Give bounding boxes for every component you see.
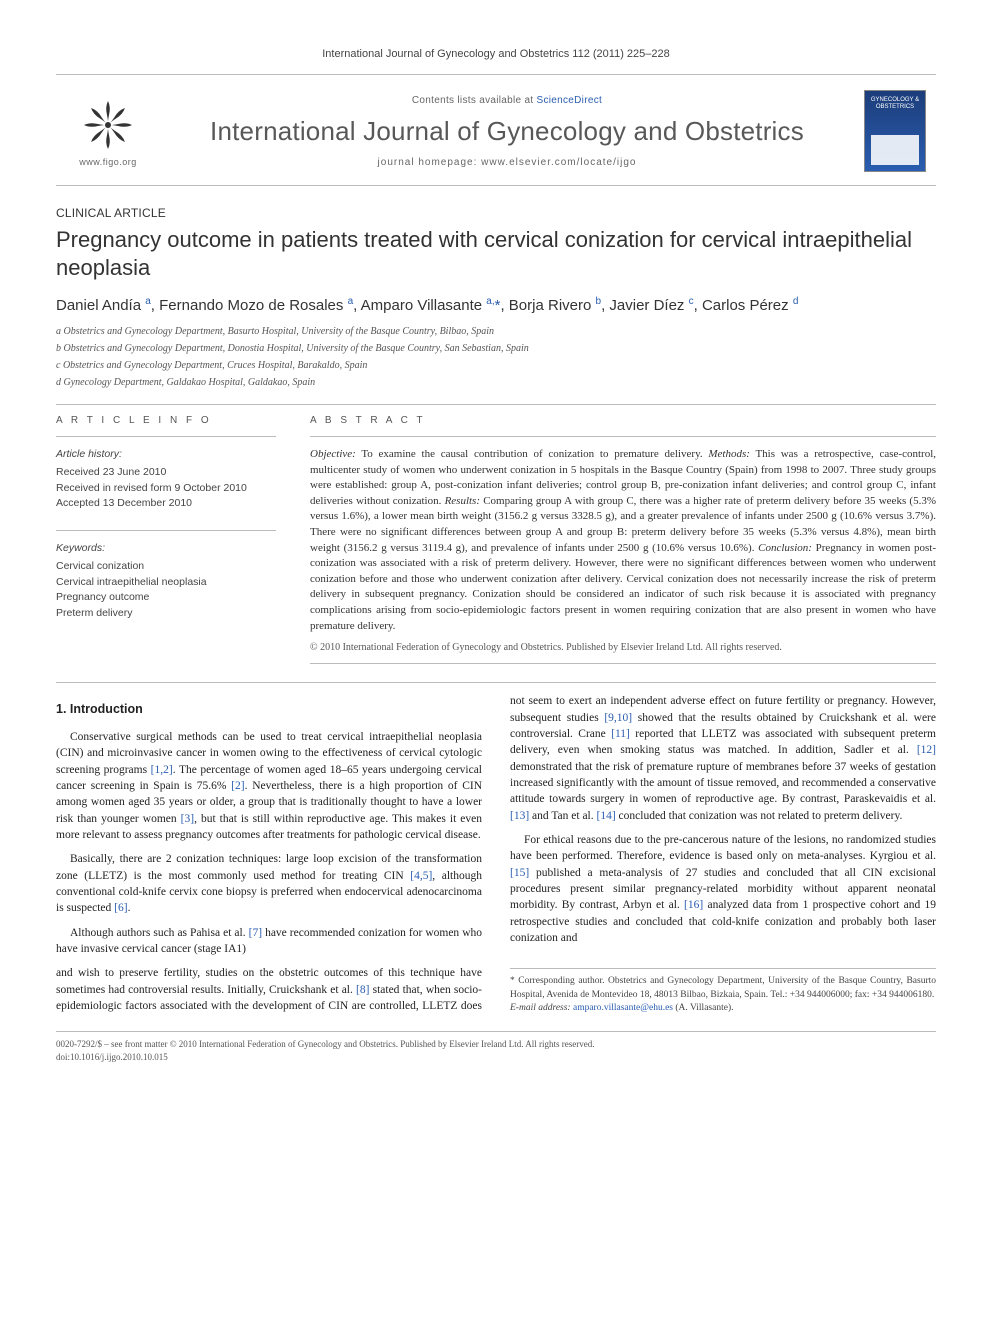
- leaf-icon: [78, 95, 138, 155]
- abs-label: Objective:: [310, 448, 356, 460]
- text: demonstrated that the risk of premature …: [510, 761, 936, 806]
- text: concluded that conization was not relate…: [616, 810, 903, 822]
- abs-text: Pregnancy in women post-conization was a…: [310, 542, 936, 632]
- corresponding-author-footnote: * Corresponding author. Obstetrics and G…: [510, 968, 936, 1015]
- article-info-heading: A R T I C L E I N F O: [56, 415, 276, 426]
- history-line: Received in revised form 9 October 2010: [56, 481, 276, 497]
- affiliation: d Gynecology Department, Galdakao Hospit…: [56, 375, 936, 390]
- history-line: Accepted 13 December 2010: [56, 496, 276, 512]
- abstract-text: Objective: To examine the causal contrib…: [310, 447, 936, 634]
- affiliation: c Obstetrics and Gynecology Department, …: [56, 358, 936, 373]
- citation-link[interactable]: [4,5]: [410, 870, 432, 882]
- text: For ethical reasons due to the pre-cance…: [510, 834, 936, 862]
- abs-label: Methods:: [708, 448, 750, 460]
- article-type: CLINICAL ARTICLE: [56, 206, 936, 220]
- history-line: Received 23 June 2010: [56, 465, 276, 481]
- keywords: Keywords: Cervical conization Cervical i…: [56, 541, 276, 622]
- keyword: Cervical conization: [56, 559, 276, 575]
- citation-link[interactable]: [14]: [597, 810, 616, 822]
- email-label: E-mail address:: [510, 1003, 573, 1013]
- footer-doi: doi:10.1016/j.ijgo.2010.10.015: [56, 1051, 936, 1064]
- keyword: Cervical intraepithelial neoplasia: [56, 575, 276, 591]
- abs-text: To examine the causal contribution of co…: [356, 448, 709, 460]
- body-paragraph: For ethical reasons due to the pre-cance…: [510, 832, 936, 946]
- figo-url[interactable]: www.figo.org: [79, 157, 137, 167]
- rule: [310, 436, 936, 437]
- citation-link[interactable]: [11]: [611, 728, 630, 740]
- body-paragraph: Basically, there are 2 conization techni…: [56, 851, 482, 916]
- abs-label: Results:: [445, 495, 480, 507]
- figo-logo: www.figo.org: [66, 89, 150, 173]
- citation-link[interactable]: [9,10]: [604, 712, 632, 724]
- citation-link[interactable]: [1,2]: [151, 764, 173, 776]
- abstract-heading: A B S T R A C T: [310, 415, 936, 426]
- abstract-copyright: © 2010 International Federation of Gynec…: [310, 642, 936, 653]
- sciencedirect-link[interactable]: ScienceDirect: [536, 95, 602, 106]
- citation-link[interactable]: [6]: [114, 902, 127, 914]
- rule: [56, 682, 936, 683]
- homepage-url[interactable]: www.elsevier.com/locate/ijgo: [481, 157, 636, 168]
- article-title: Pregnancy outcome in patients treated wi…: [56, 226, 936, 281]
- journal-cover-thumb: GYNECOLOGY & OBSTETRICS: [864, 90, 926, 172]
- journal-homepage-line: journal homepage: www.elsevier.com/locat…: [168, 157, 846, 168]
- citation-link[interactable]: [2]: [231, 780, 244, 792]
- article-history: Article history: Received 23 June 2010 R…: [56, 447, 276, 512]
- article-body: 1. Introduction Conservative surgical me…: [56, 693, 936, 1015]
- homepage-prefix: journal homepage:: [378, 157, 482, 168]
- citation-link[interactable]: [7]: [249, 927, 262, 939]
- body-paragraph: Conservative surgical methods can be use…: [56, 729, 482, 843]
- citation-link[interactable]: [13]: [510, 810, 529, 822]
- rule: [56, 436, 276, 437]
- contents-available-line: Contents lists available at ScienceDirec…: [168, 95, 846, 106]
- rule: [56, 404, 936, 405]
- text: and Tan et al.: [529, 810, 596, 822]
- footer: 0020-7292/$ – see front matter © 2010 In…: [56, 1031, 936, 1063]
- keyword: Preterm delivery: [56, 606, 276, 622]
- contents-prefix: Contents lists available at: [412, 95, 537, 106]
- email-link[interactable]: amparo.villasante@ehu.es: [573, 1003, 673, 1013]
- body-paragraph: Although authors such as Pahisa et al. […: [56, 925, 482, 958]
- rule: [310, 663, 936, 664]
- citation-link[interactable]: [15]: [510, 867, 529, 879]
- affiliation: a Obstetrics and Gynecology Department, …: [56, 324, 936, 339]
- footnote-text: * Corresponding author. Obstetrics and G…: [510, 975, 936, 1002]
- cover-label: GYNECOLOGY & OBSTETRICS: [869, 97, 921, 110]
- journal-name: International Journal of Gynecology and …: [168, 116, 846, 147]
- footer-copyright: 0020-7292/$ – see front matter © 2010 In…: [56, 1038, 936, 1051]
- keyword: Pregnancy outcome: [56, 590, 276, 606]
- text: Although authors such as Pahisa et al.: [70, 927, 249, 939]
- citation-link[interactable]: [3]: [181, 813, 194, 825]
- email-suffix: (A. Villasante).: [673, 1003, 733, 1013]
- author-list: Daniel Andía a, Fernando Mozo de Rosales…: [56, 295, 936, 316]
- masthead: www.figo.org Contents lists available at…: [56, 74, 936, 186]
- text: .: [128, 902, 131, 914]
- keywords-label: Keywords:: [56, 541, 276, 557]
- affiliation: b Obstetrics and Gynecology Department, …: [56, 341, 936, 356]
- rule: [56, 530, 276, 531]
- abs-label: Conclusion:: [758, 542, 812, 554]
- citation-link[interactable]: [8]: [356, 984, 369, 996]
- affiliations: a Obstetrics and Gynecology Department, …: [56, 324, 936, 390]
- citation-link[interactable]: [16]: [684, 899, 703, 911]
- history-label: Article history:: [56, 447, 276, 463]
- section-heading: 1. Introduction: [56, 701, 482, 719]
- running-head: International Journal of Gynecology and …: [56, 48, 936, 60]
- citation-link[interactable]: [12]: [917, 744, 936, 756]
